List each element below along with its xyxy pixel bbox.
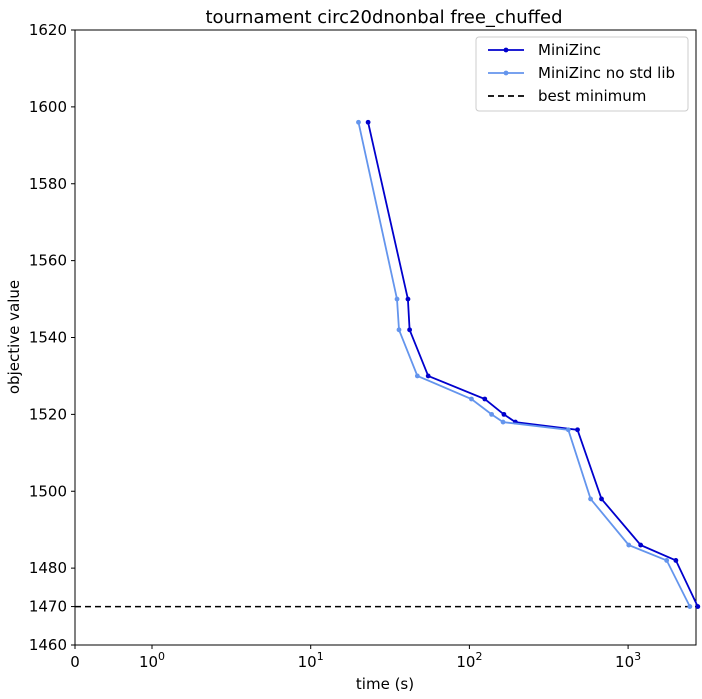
y-tick-label: 1600 xyxy=(29,98,67,116)
data-point xyxy=(664,558,670,563)
data-point xyxy=(482,396,488,402)
data-point xyxy=(575,427,580,433)
legend-box xyxy=(475,36,689,112)
legend-label: MiniZinc no std lib xyxy=(538,64,675,82)
legend-marker xyxy=(503,47,509,53)
data-point xyxy=(695,604,701,609)
plot-area xyxy=(74,29,697,646)
legend: MiniZinc MiniZinc no std lib best minimum xyxy=(475,36,689,112)
data-point xyxy=(414,373,420,379)
x-tick-label: 100 xyxy=(139,650,165,671)
x-tick-label: 102 xyxy=(456,650,482,671)
y-tick-label: 1580 xyxy=(29,175,67,193)
y-tick-label: 1520 xyxy=(29,405,67,423)
x-tick-label: 103 xyxy=(615,650,641,671)
data-point xyxy=(425,373,431,379)
series-group xyxy=(356,119,701,609)
data-point xyxy=(638,542,644,548)
data-point xyxy=(500,419,506,425)
data-point xyxy=(469,396,474,402)
data-point xyxy=(687,604,693,609)
data-point xyxy=(501,411,507,417)
legend-label: MiniZinc xyxy=(538,41,601,59)
legend-marker xyxy=(503,70,509,76)
data-point xyxy=(588,496,593,502)
data-point xyxy=(489,411,494,417)
x-tick-label: 0 xyxy=(70,653,80,671)
data-point xyxy=(365,119,371,125)
y-axis: 1460 1470 1480 1500 1520 1540 1560 1580 1600 1620 xyxy=(29,21,75,654)
series-line xyxy=(367,122,699,607)
y-tick-label: 1620 xyxy=(29,21,67,39)
data-point xyxy=(599,496,604,502)
y-tick-label: 1480 xyxy=(29,559,67,577)
y-axis-label: objective value xyxy=(5,280,23,394)
data-point xyxy=(356,119,361,125)
data-point xyxy=(565,427,571,433)
y-tick-label: 1470 xyxy=(29,598,67,616)
data-point xyxy=(673,558,679,563)
data-point xyxy=(396,327,402,333)
y-tick-label: 1500 xyxy=(29,482,67,500)
data-point xyxy=(407,327,413,333)
x-tick-label: 101 xyxy=(298,650,324,671)
x-axis-label: time (s) xyxy=(356,675,414,693)
data-point xyxy=(626,542,632,548)
chart-title: tournament circ20dnonbal free_chuffed xyxy=(205,7,562,28)
y-tick-label: 1560 xyxy=(29,252,67,270)
series-minizinc-no-std-lib xyxy=(356,119,693,609)
series-line xyxy=(357,122,691,608)
series-minizinc xyxy=(365,119,701,609)
x-axis: 0 100 101 102 103 xyxy=(70,645,641,671)
data-point xyxy=(394,296,400,302)
y-tick-label: 1460 xyxy=(29,636,67,654)
data-point xyxy=(405,296,411,302)
legend-label: best minimum xyxy=(538,87,646,105)
y-tick-label: 1540 xyxy=(29,329,67,347)
